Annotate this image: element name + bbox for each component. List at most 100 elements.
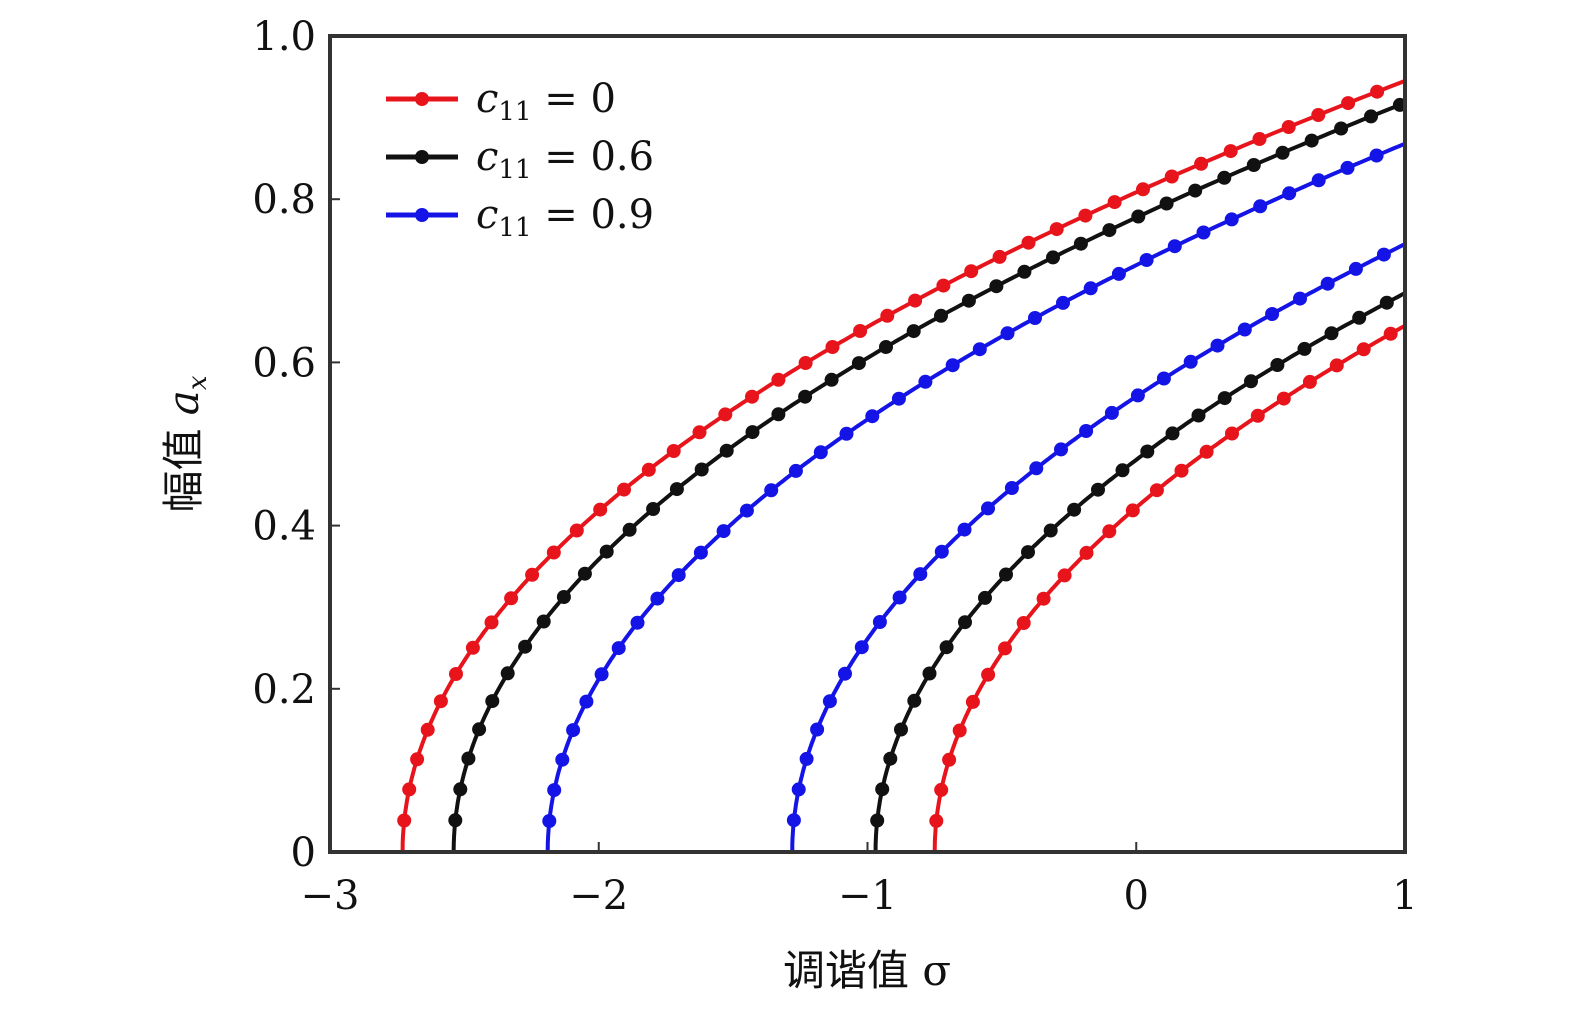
data-point bbox=[1167, 239, 1182, 254]
data-point bbox=[906, 324, 921, 339]
data-point bbox=[1311, 108, 1326, 122]
data-point bbox=[1067, 502, 1082, 517]
data-point bbox=[666, 444, 681, 458]
data-point bbox=[485, 694, 500, 709]
data-point bbox=[1029, 461, 1044, 476]
y-axis-title-sub: x bbox=[183, 375, 213, 390]
data-point bbox=[546, 545, 561, 560]
series-line bbox=[873, 291, 1406, 852]
x-tick-label: −2 bbox=[569, 873, 628, 919]
data-point bbox=[745, 389, 759, 404]
data-point bbox=[1250, 408, 1265, 423]
svg-text:幅值 ax: 幅值 ax bbox=[159, 375, 213, 512]
data-point bbox=[798, 389, 813, 404]
legend-marker bbox=[415, 92, 429, 106]
data-point bbox=[484, 615, 499, 630]
data-point bbox=[1107, 195, 1122, 210]
data-point bbox=[1021, 235, 1036, 250]
data-point bbox=[433, 694, 448, 709]
data-point bbox=[1376, 247, 1391, 262]
data-point bbox=[929, 813, 944, 828]
data-point bbox=[465, 640, 480, 655]
data-point bbox=[630, 615, 645, 630]
legend-label: c11 = 0 bbox=[476, 76, 616, 127]
data-point bbox=[622, 522, 637, 537]
data-point bbox=[1091, 482, 1105, 497]
data-point bbox=[1046, 250, 1060, 265]
data-point bbox=[569, 523, 584, 538]
data-point bbox=[719, 443, 734, 458]
data-point bbox=[1223, 144, 1238, 159]
data-point bbox=[934, 782, 949, 797]
y-tick-label: 0.4 bbox=[252, 504, 316, 550]
data-point bbox=[771, 372, 786, 387]
data-point bbox=[839, 426, 854, 441]
data-point bbox=[1217, 170, 1232, 185]
data-point bbox=[1340, 160, 1355, 175]
data-point bbox=[1246, 158, 1261, 172]
data-point bbox=[593, 502, 608, 517]
data-point bbox=[1265, 307, 1280, 321]
legend-marker bbox=[415, 150, 429, 164]
data-point bbox=[1004, 481, 1019, 495]
data-point bbox=[786, 813, 801, 828]
data-point bbox=[1352, 310, 1367, 325]
data-point bbox=[525, 567, 540, 582]
data-point bbox=[1253, 199, 1268, 214]
data-point bbox=[1021, 545, 1035, 560]
data-point bbox=[1304, 133, 1319, 148]
data-point bbox=[1383, 326, 1398, 341]
data-point bbox=[577, 566, 592, 581]
data-point bbox=[1188, 183, 1203, 198]
data-point bbox=[1183, 354, 1198, 369]
data-point bbox=[1320, 276, 1335, 291]
data-point bbox=[500, 666, 515, 681]
data-point bbox=[875, 782, 890, 797]
data-point bbox=[461, 751, 476, 766]
data-point bbox=[961, 293, 976, 308]
data-point bbox=[939, 640, 954, 655]
series-upper-1 bbox=[448, 97, 1407, 853]
data-point bbox=[1036, 591, 1051, 606]
y-tick-label: 1.0 bbox=[252, 14, 316, 60]
y-tick-label: 0 bbox=[291, 830, 316, 876]
legend-label: c11 = 0.6 bbox=[476, 134, 654, 185]
data-point bbox=[981, 501, 995, 516]
data-point bbox=[1293, 291, 1307, 306]
data-point bbox=[1194, 156, 1209, 171]
data-point bbox=[1111, 266, 1126, 281]
data-point bbox=[694, 462, 709, 477]
data-point bbox=[518, 639, 533, 654]
data-point bbox=[799, 751, 814, 766]
data-point bbox=[693, 545, 708, 560]
data-point bbox=[669, 482, 684, 497]
data-point bbox=[1028, 311, 1042, 325]
data-point bbox=[692, 425, 707, 440]
data-point bbox=[472, 722, 487, 737]
data-point bbox=[410, 752, 425, 767]
data-point bbox=[998, 641, 1012, 656]
data-point bbox=[449, 667, 463, 681]
y-tick-label: 0.8 bbox=[252, 177, 316, 223]
data-point bbox=[879, 340, 893, 354]
legend-label: c11 = 0.9 bbox=[476, 192, 654, 243]
data-point bbox=[1131, 209, 1146, 224]
x-tick-label: −3 bbox=[301, 873, 360, 919]
data-point bbox=[907, 693, 922, 708]
data-point bbox=[716, 524, 731, 539]
data-point bbox=[1016, 616, 1031, 630]
data-point bbox=[1196, 225, 1211, 240]
data-point bbox=[599, 544, 614, 559]
data-point bbox=[894, 722, 908, 737]
data-point bbox=[942, 752, 957, 767]
data-point bbox=[981, 667, 996, 682]
data-point bbox=[870, 813, 885, 828]
data-point bbox=[556, 590, 571, 604]
series-line bbox=[932, 323, 1406, 853]
data-point bbox=[798, 356, 813, 370]
data-point bbox=[945, 358, 960, 373]
data-point bbox=[958, 615, 972, 630]
data-point bbox=[1140, 444, 1155, 459]
data-point bbox=[936, 278, 951, 293]
